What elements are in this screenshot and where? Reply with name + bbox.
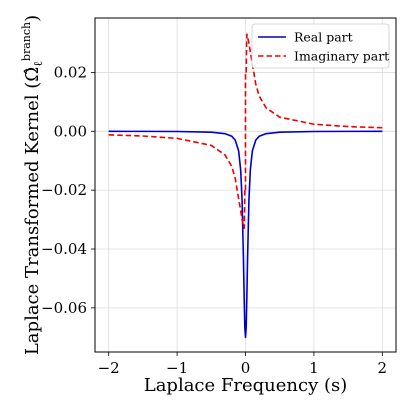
x-axis-label: Laplace Frequency (s) [144,375,348,396]
series-line [245,33,383,129]
y-axis-label-main: Laplace Transformed Kernel ( [22,82,43,355]
series-imaginary-part [108,33,383,230]
series-real-part [108,130,383,339]
x-tick-label: −2 [98,359,120,377]
y-axis-label: Laplace Transformed Kernel (Ω̂ℓbranch) [20,15,45,355]
y-tick-label: 0.00 [54,122,87,140]
y-axis-label-close: ) [22,15,43,22]
y-tick-label: −0.06 [41,299,87,317]
x-tick-label: 2 [378,359,388,377]
y-tick-label: −0.04 [41,240,87,258]
series-layer [108,33,383,339]
y-tick-label: −0.02 [41,181,87,199]
x-tick-label: −1 [166,359,188,377]
y-axis-label-symbol: Ω̂ [22,67,43,82]
legend-box [251,23,390,69]
x-tick-label: 0 [241,359,251,377]
series-line [108,130,383,339]
series-line [108,134,246,230]
y-axis-label-sup: branch [20,22,33,61]
legend-label: Real part [294,30,353,45]
x-tick-label: 1 [309,359,319,377]
y-axis-label-sub: ℓ [31,61,45,67]
legend-label: Imaginary part [294,49,389,64]
ticks: −2 −1 0 1 2 −0.06 −0.04 −0.02 0.00 0.02 [41,63,387,377]
y-tick-label: 0.02 [54,63,87,81]
grid [95,18,396,352]
legend: Real part Imaginary part [251,23,390,69]
